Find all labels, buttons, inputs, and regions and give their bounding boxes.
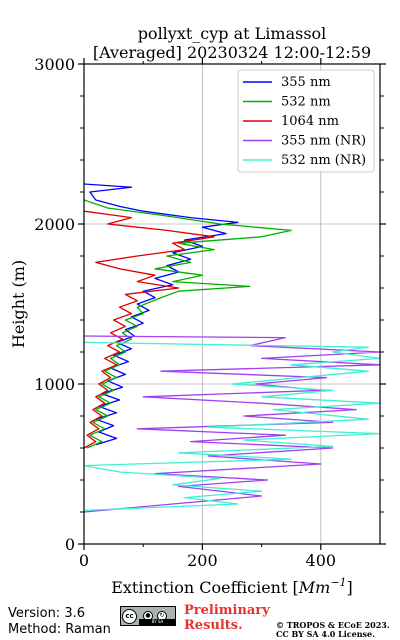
- chart-title-line1: pollyxt_cyp at Limassol: [138, 24, 327, 43]
- y-tick-label-0: 0: [65, 535, 75, 554]
- x-tick-label-2: 400: [306, 551, 337, 570]
- legend-frame: [237, 69, 375, 173]
- series-line-2: [84, 210, 215, 449]
- legend-label-4: 532 nm (NR): [281, 153, 366, 168]
- y-tick-label-2: 2000: [34, 215, 75, 234]
- x-axis-label-exponent: −1: [330, 576, 346, 589]
- legend-label-2: 1064 nm: [281, 114, 339, 129]
- chart-title-line2: [Averaged] 20230324 12:00-12:59: [93, 43, 371, 62]
- x-axis-label-prefix: Extinction Coefficient [: [111, 578, 299, 597]
- method-text: Method: Raman: [8, 622, 111, 637]
- series-line-4: [84, 341, 380, 512]
- creative-commons-badge-icon: cc ● ↻ BY SA: [120, 606, 176, 626]
- y-axis-label: Height (m): [9, 260, 28, 348]
- series-line-3: [84, 335, 380, 513]
- copyright-line2: CC BY SA 4.0 License.: [276, 629, 375, 639]
- legend-label-1: 532 nm: [281, 95, 331, 110]
- y-tick-label-3: 3000: [34, 55, 75, 74]
- x-axis-label-suffix: ]: [347, 578, 353, 597]
- cc-circle-icon: cc: [122, 609, 137, 624]
- x-tick-label-0: 0: [79, 551, 89, 570]
- x-axis-label-unit: Mm: [298, 578, 331, 597]
- legend-label-0: 355 nm: [281, 75, 331, 90]
- series-line-0: [84, 183, 239, 446]
- version-text: Version: 3.6: [8, 606, 85, 621]
- y-tick-label-1: 1000: [34, 375, 75, 394]
- axis-ticks: 0 200 400 0 1000 2000 3000: [34, 55, 386, 570]
- legend-label-3: 355 nm (NR): [281, 134, 366, 149]
- cc-strip-label: BY SA: [139, 619, 176, 625]
- legend: 355 nm 532 nm 1064 nm 355 nm (NR) 532 nm (NR…: [237, 69, 375, 173]
- series-lines: [84, 183, 380, 513]
- preliminary-line1: Preliminary: [184, 603, 270, 618]
- copyright-line1: © TROPOS & ECoE 2023.: [276, 620, 390, 630]
- series-line-1: [84, 199, 292, 449]
- plot-frame: [83, 63, 381, 545]
- preliminary-line2: Results.: [184, 618, 243, 633]
- x-axis-label: Extinction Coefficient [Mm−1]: [111, 576, 353, 597]
- x-tick-label-1: 200: [187, 551, 218, 570]
